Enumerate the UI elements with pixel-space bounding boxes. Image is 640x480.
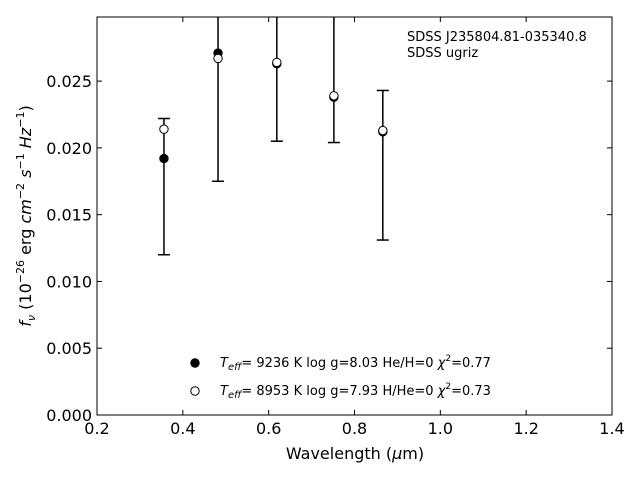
data-point-filled	[159, 153, 169, 164]
photometry-annotation: SDSS ugriz	[407, 46, 478, 61]
x-tick-label: 1.0	[428, 419, 453, 438]
x-axis-label: Wavelength (μm)	[286, 444, 424, 463]
y-tick-label: 0.015	[46, 206, 92, 225]
y-tick-label: 0.000	[46, 406, 92, 425]
legend-entry-1: Teff= 9236 K log g=8.03 He/H=0 χ2=0.77	[220, 354, 491, 373]
y-tick-label: 0.010	[46, 272, 92, 291]
legend-marker-open	[190, 386, 200, 396]
data-points	[159, 48, 388, 164]
y-tick-label: 0.005	[46, 339, 92, 358]
x-tick-label: 1.2	[513, 419, 538, 438]
x-tick-label: 0.8	[342, 419, 367, 438]
data-point-open	[159, 124, 169, 134]
legend-marker-filled	[190, 358, 200, 368]
x-tick-label: 0.4	[170, 419, 195, 438]
object-name-annotation: SDSS J235804.81-035340.8	[407, 30, 587, 45]
data-point-open	[213, 53, 223, 64]
y-tick-label: 0.025	[46, 72, 92, 91]
x-tick-label: 0.2	[84, 419, 109, 438]
y-axis-label: fν (10−26 erg cm−2 s−1 Hz−1)	[14, 105, 38, 326]
axis-ticks	[96, 17, 613, 416]
data-point-open	[329, 91, 339, 101]
error-bars	[157, 17, 389, 256]
x-tick-label: 0.6	[256, 419, 281, 438]
legend-entry-2: Teff= 8953 K log g=7.93 H/He=0 χ2=0.73	[220, 382, 491, 401]
data-point-open	[378, 125, 388, 136]
y-tick-label: 0.020	[46, 139, 92, 158]
legend: Teff= 9236 K log g=8.03 He/H=0 χ2=0.77 T…	[190, 354, 491, 401]
data-point-open	[272, 57, 282, 68]
axis-tick-labels: 0.2 0.4 0.6 0.8 1.0 1.2 1.4 0.000 0.005 0.010 0.01…	[46, 72, 625, 438]
x-tick-label: 1.4	[599, 419, 624, 438]
